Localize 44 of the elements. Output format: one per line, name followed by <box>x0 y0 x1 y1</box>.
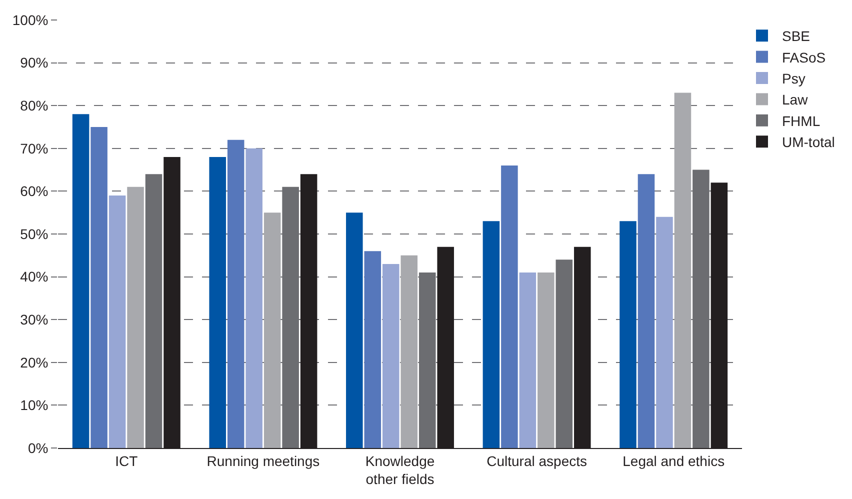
x-tick-label: Knowledge other fields <box>365 452 435 487</box>
y-tick-label: 100% <box>12 12 48 28</box>
bar <box>246 148 262 448</box>
bar <box>90 127 108 448</box>
legend-label: FASoS <box>782 49 826 66</box>
legend-label: FHML <box>782 112 820 129</box>
bar <box>108 195 126 448</box>
bar <box>145 174 162 448</box>
bar <box>501 166 518 448</box>
x-tick-label: ICT <box>115 452 138 469</box>
bar <box>656 216 673 448</box>
x-tick-label: Running meetings <box>206 452 320 469</box>
y-tick-label: 30% <box>20 312 48 328</box>
x-tick-label: Cultural aspects <box>486 452 587 469</box>
y-tick-label: 40% <box>20 268 48 285</box>
bar <box>227 140 244 448</box>
bar <box>209 156 226 448</box>
y-tick-label: 20% <box>20 354 48 370</box>
x-tick-label: Legal and ethics <box>622 452 725 469</box>
y-tick-label: 60% <box>20 183 48 200</box>
bar <box>127 186 144 448</box>
y-tick-label: 70% <box>20 140 48 156</box>
legend-label: UM-total <box>782 134 835 150</box>
y-tick-label: 10% <box>20 397 48 414</box>
legend-label: Psy <box>782 70 806 86</box>
bar <box>674 92 692 448</box>
bar <box>519 272 536 448</box>
y-tick-label: 50% <box>20 226 48 242</box>
bar <box>482 221 500 448</box>
bar <box>364 251 382 448</box>
bar <box>538 272 554 448</box>
y-tick-label: 80% <box>20 98 48 114</box>
legend-label: Law <box>782 92 809 108</box>
bar <box>264 212 281 448</box>
bar <box>382 264 400 448</box>
bar <box>346 212 363 448</box>
bar <box>638 174 655 448</box>
legend-label: SBE <box>782 28 810 44</box>
bar <box>72 114 90 448</box>
bar <box>620 221 636 448</box>
bar <box>400 255 418 448</box>
y-tick-label: 90% <box>20 54 48 71</box>
bar <box>556 260 573 448</box>
y-tick-label: 0% <box>28 440 48 456</box>
